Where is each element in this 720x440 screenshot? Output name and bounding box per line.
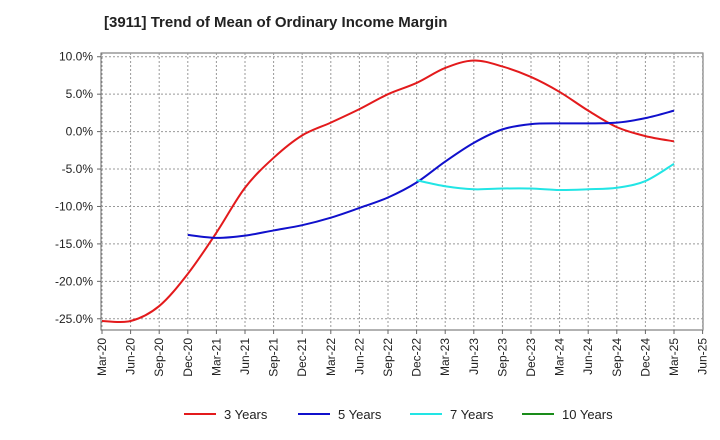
legend-label: 7 Years xyxy=(450,407,494,422)
x-tick-label: Sep-24 xyxy=(610,338,624,377)
legend-item-7-years: 7 Years xyxy=(410,407,494,422)
legend: 3 Years 5 Years 7 Years 10 Years xyxy=(184,407,613,422)
x-tick-label: Mar-22 xyxy=(324,338,338,376)
x-tick-label: Sep-21 xyxy=(267,338,281,377)
y-tick-label: 10.0% xyxy=(59,50,93,64)
series-line-7-years xyxy=(416,162,675,192)
x-axis: Mar-20 Jun-20 Sep-20 Dec-20 Mar-21 Jun-21 Sep-… xyxy=(95,330,710,377)
series-line-5-years xyxy=(187,109,675,239)
y-tick-label: -25.0% xyxy=(55,312,93,326)
x-tick-label: Jun-20 xyxy=(124,338,138,375)
x-tick-label: Dec-23 xyxy=(524,338,538,377)
x-tick-label: Sep-22 xyxy=(381,338,395,377)
x-tick-label: Dec-24 xyxy=(638,338,652,377)
legend-item-10-years: 10 Years xyxy=(522,407,613,422)
y-tick-label: 0.0% xyxy=(66,125,94,139)
x-tick-label: Mar-21 xyxy=(209,338,223,376)
legend-label: 10 Years xyxy=(562,407,613,422)
x-tick-label: Mar-24 xyxy=(553,338,567,376)
x-tick-label: Dec-22 xyxy=(410,338,424,377)
chart-title: [3911] Trend of Mean of Ordinary Income … xyxy=(104,14,448,31)
x-tick-label: Mar-20 xyxy=(95,338,109,376)
x-tick-label: Sep-20 xyxy=(152,338,166,377)
x-tick-label: Mar-23 xyxy=(438,338,452,376)
x-tick-label: Sep-23 xyxy=(495,338,509,377)
y-tick-label: 5.0% xyxy=(66,87,94,101)
y-tick-label: -10.0% xyxy=(55,199,93,213)
legend-label: 3 Years xyxy=(224,407,268,422)
x-tick-label: Mar-25 xyxy=(667,338,681,376)
x-tick-label: Jun-25 xyxy=(696,338,710,375)
x-tick-label: Jun-22 xyxy=(352,338,366,375)
x-tick-label: Jun-23 xyxy=(467,338,481,375)
series-line-3-years xyxy=(101,59,675,324)
x-tick-label: Dec-20 xyxy=(181,338,195,377)
y-axis: 10.0% 5.0% 0.0% -5.0% -10.0% -15.0% -20.0% -25.… xyxy=(55,50,101,326)
grid-lines xyxy=(101,53,704,330)
legend-item-5-years: 5 Years xyxy=(298,407,382,422)
series-lines xyxy=(101,59,675,324)
x-tick-label: Dec-21 xyxy=(295,338,309,377)
legend-label: 5 Years xyxy=(338,407,382,422)
y-tick-label: -5.0% xyxy=(62,162,94,176)
y-tick-label: -15.0% xyxy=(55,237,93,251)
x-tick-label: Jun-21 xyxy=(238,338,252,375)
y-tick-label: -20.0% xyxy=(55,274,93,288)
legend-item-3-years: 3 Years xyxy=(184,407,268,422)
x-tick-label: Jun-24 xyxy=(581,338,595,375)
